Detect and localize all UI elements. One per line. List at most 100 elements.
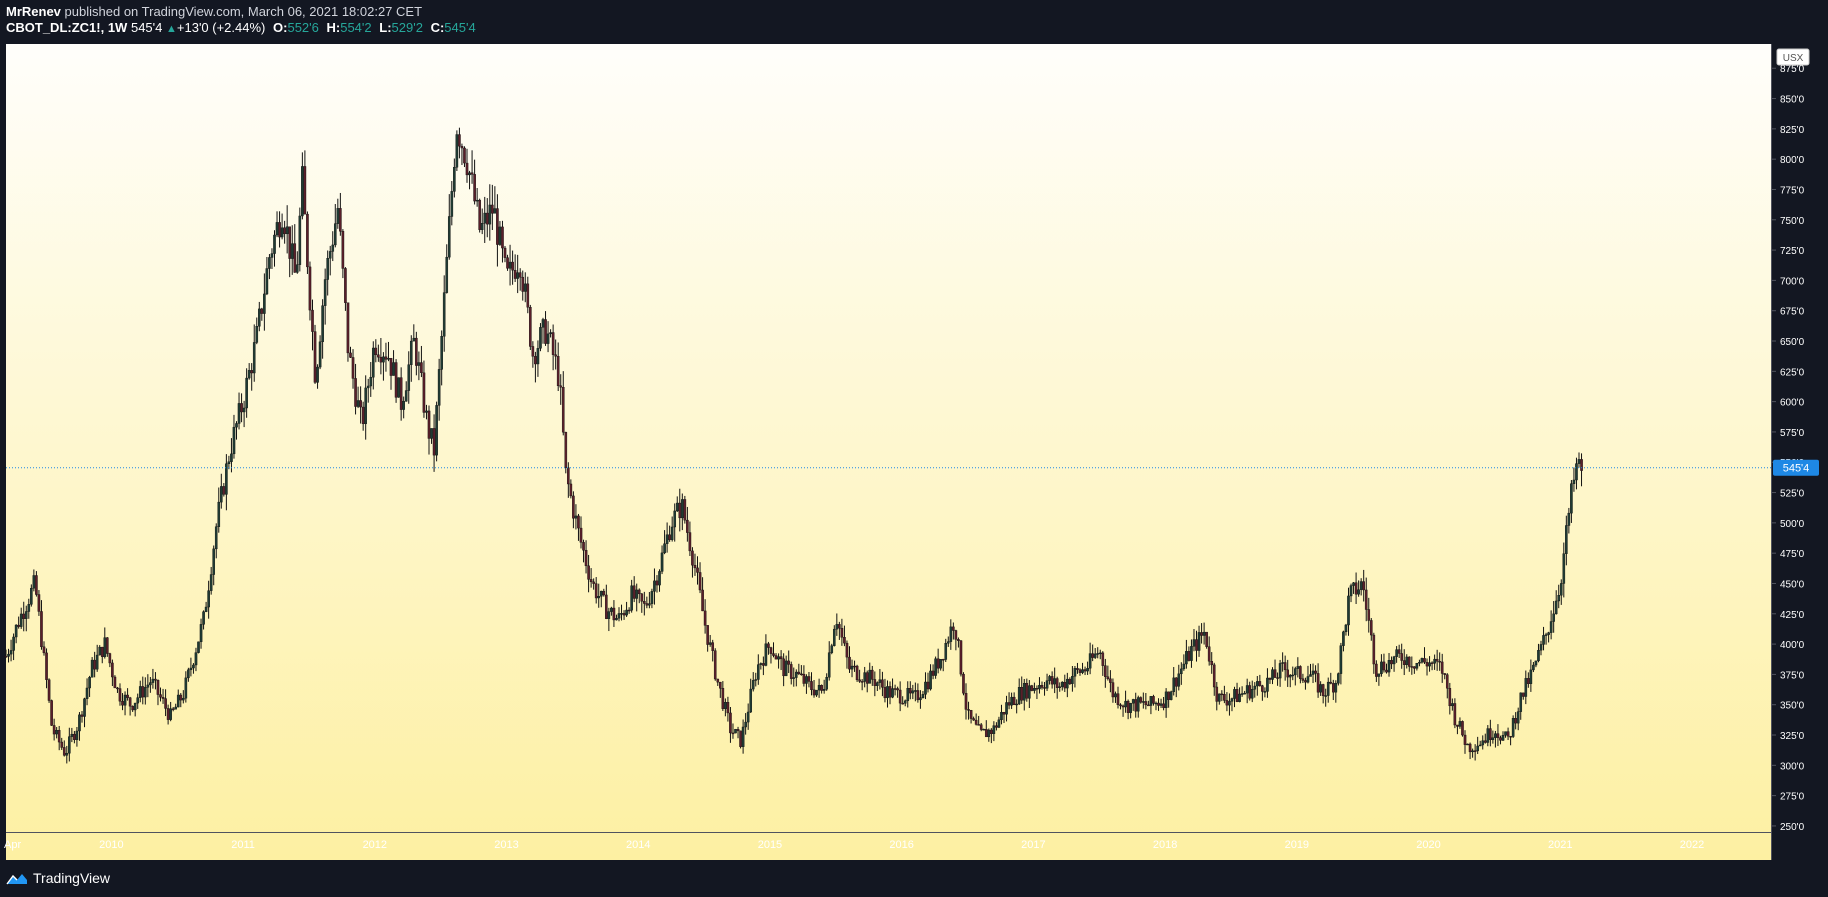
candle-body <box>1045 680 1049 689</box>
y-tick-label: 600'0 <box>1780 398 1805 409</box>
candle-body <box>1562 553 1566 584</box>
candle-body <box>453 167 456 192</box>
candle-body <box>1228 701 1231 706</box>
candle-body <box>351 357 355 379</box>
x-tick-label: 2012 <box>363 839 387 851</box>
candle-body <box>1339 645 1343 674</box>
candle-body <box>174 706 178 710</box>
candle-body <box>706 625 709 645</box>
candle-body <box>1392 656 1396 665</box>
candle-body <box>184 677 188 699</box>
y-tick-label: 800'0 <box>1780 155 1805 166</box>
candle-body <box>404 390 408 402</box>
candle-body <box>838 624 841 629</box>
candle-body <box>815 689 818 696</box>
candle-body <box>827 652 831 678</box>
candle-body <box>171 708 175 710</box>
candle-body <box>516 272 519 279</box>
candle-body <box>1334 682 1338 693</box>
candle-body <box>518 272 522 278</box>
candle-body <box>594 583 598 599</box>
candle-body <box>1218 693 1221 702</box>
candle-body <box>1182 663 1186 670</box>
candle-body <box>924 681 927 695</box>
candle-body <box>1501 735 1505 741</box>
candle-body <box>1456 724 1459 727</box>
currency-badge-box <box>1776 48 1810 66</box>
candle-body <box>1180 668 1183 675</box>
candle-body <box>1093 653 1097 658</box>
candle-body <box>255 326 259 343</box>
candle-body <box>653 580 656 592</box>
candle-body <box>691 550 694 566</box>
plot-area[interactable] <box>6 44 1772 860</box>
candle-body <box>1043 687 1046 689</box>
candle-body <box>103 637 107 657</box>
candle-body <box>24 611 28 619</box>
candle-body <box>931 670 935 676</box>
candle-body <box>724 702 727 709</box>
candle-body <box>268 257 271 269</box>
currency-badge[interactable]: USX <box>1776 48 1810 66</box>
candle-body <box>1266 677 1269 692</box>
candle-body <box>1010 696 1013 706</box>
candle-body <box>982 728 986 731</box>
x-tick-label: 2013 <box>494 839 518 851</box>
candle-body <box>1215 686 1219 702</box>
candle-body <box>881 679 884 688</box>
candle-body <box>316 366 319 383</box>
candle-body <box>232 426 236 455</box>
candle-body <box>1577 459 1581 464</box>
candle-body <box>762 663 765 666</box>
candle-body <box>1385 669 1388 673</box>
candle-body <box>19 613 23 627</box>
candle-body <box>561 387 565 433</box>
candle-body <box>326 258 329 280</box>
candle-body <box>503 247 507 258</box>
candle-body <box>273 234 276 254</box>
candle-body <box>1192 639 1196 647</box>
candle-body <box>402 401 405 410</box>
candle-body <box>37 594 41 612</box>
candle-body <box>805 676 808 684</box>
candle-body <box>382 356 385 363</box>
candle-body <box>1494 733 1497 738</box>
candle-body <box>57 730 61 743</box>
candle-body <box>1423 658 1426 663</box>
x-tick-label: 2011 <box>231 839 255 851</box>
candle-body <box>830 645 834 653</box>
candle-body <box>1354 582 1358 595</box>
candle-body <box>1177 673 1181 687</box>
candle-body <box>55 730 58 735</box>
author-name[interactable]: MrRenev <box>6 4 61 19</box>
candle-body <box>751 680 755 690</box>
candle-body <box>73 733 76 740</box>
candle-body <box>1055 678 1059 688</box>
candle-body <box>926 681 930 690</box>
candle-body <box>1291 674 1295 677</box>
candle-body <box>1238 693 1241 702</box>
candle-body <box>1088 653 1092 669</box>
candle-body <box>650 591 654 604</box>
candle-body <box>536 348 540 365</box>
candle-body <box>574 515 578 519</box>
last-price-tag-label: 545'4 <box>1783 463 1810 475</box>
candle-body <box>541 319 545 328</box>
candle-body <box>782 658 785 677</box>
candle-body <box>68 736 71 754</box>
candle-body <box>757 664 760 680</box>
candle-body <box>1306 676 1310 683</box>
candle-body <box>1410 666 1414 668</box>
y-tick-label: 500'0 <box>1780 519 1805 530</box>
candle-body <box>298 215 302 265</box>
candle-body <box>126 694 129 698</box>
candle-body <box>1547 632 1550 635</box>
up-arrow-icon: ▲ <box>166 23 177 35</box>
candle-body <box>463 147 466 164</box>
candle-body <box>354 378 357 407</box>
candle-body <box>703 610 707 626</box>
footer-brand[interactable]: TradingView <box>6 866 110 890</box>
candle-body <box>1116 693 1120 706</box>
candle-body <box>655 580 659 586</box>
